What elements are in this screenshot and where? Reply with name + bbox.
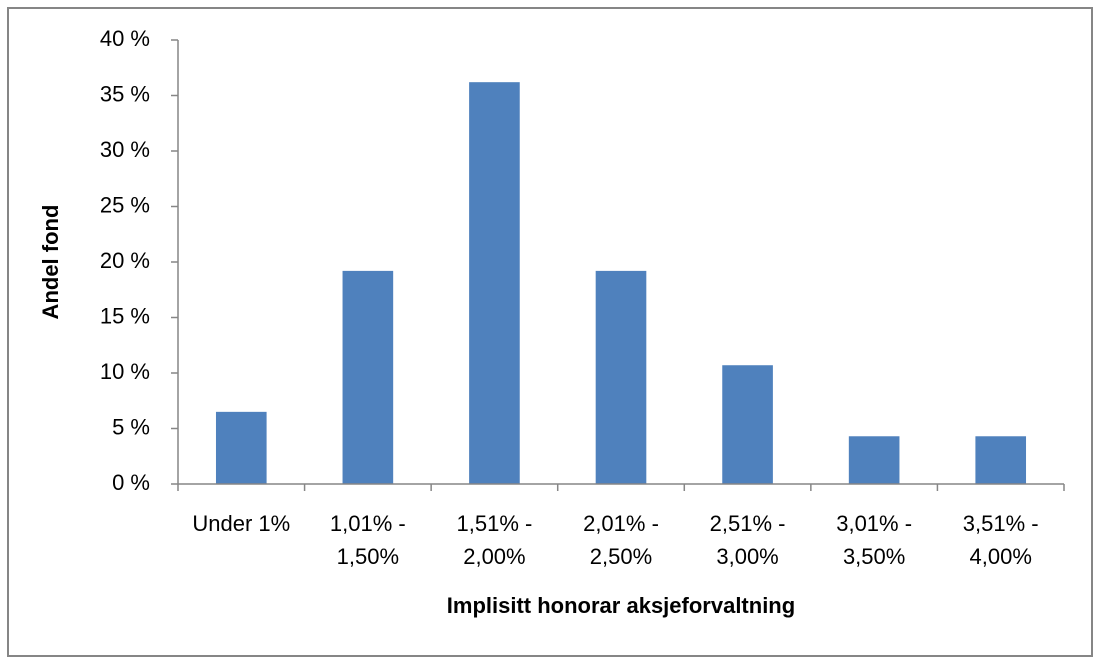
bar: [595, 270, 647, 484]
x-tick-label: 1,01% - 1,50%: [329, 511, 406, 569]
y-tick-label: 40 %: [100, 26, 150, 51]
chart-border: [7, 7, 1093, 657]
y-tick-label: 5 %: [112, 414, 150, 439]
bar: [469, 82, 520, 485]
bar: [975, 436, 1027, 484]
bar: [342, 270, 394, 484]
bar: [848, 436, 900, 484]
y-axis-title: Andel fond: [38, 205, 63, 320]
x-tick-label: 3,01% - 3,50%: [836, 511, 913, 569]
x-tick-label: 1,51% - 2,00%: [456, 511, 533, 569]
y-tick-label: 15 %: [100, 303, 150, 328]
y-tick-label: 20 %: [100, 248, 150, 273]
y-tick-label: 30 %: [100, 137, 150, 162]
y-tick-label: 25 %: [100, 192, 150, 217]
x-tick-label: 2,01% - 2,50%: [583, 511, 659, 569]
x-tick-label: Under 1%: [192, 511, 291, 536]
y-tick-label: 0 %: [112, 470, 150, 495]
bar: [722, 365, 773, 484]
x-tick-label: 2,51% - 3,00%: [709, 511, 786, 569]
y-tick-label: 10 %: [100, 359, 150, 384]
x-axis-title: Implisitt honorar aksjeforvaltning: [447, 593, 795, 618]
bar: [215, 411, 267, 484]
y-tick-label: 35 %: [100, 81, 150, 106]
x-tick-label: 3,51% - 4,00%: [962, 511, 1039, 569]
